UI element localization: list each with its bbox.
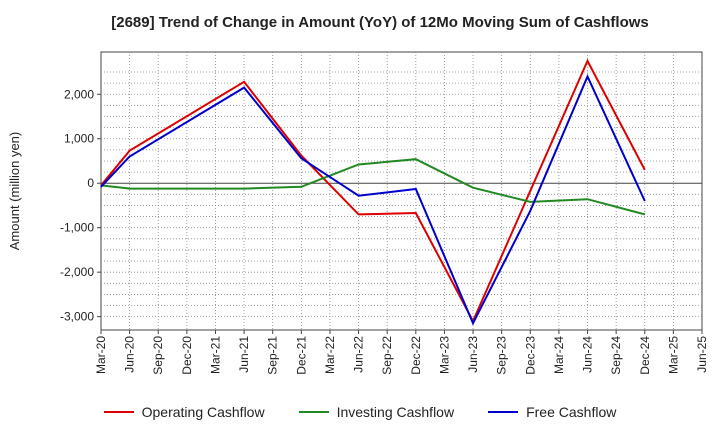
series-line-free-cashflow xyxy=(100,74,646,326)
x-tick-label: Dec-21 xyxy=(294,336,308,375)
legend-swatch-investing xyxy=(298,411,329,413)
x-tick-label: Mar-20 xyxy=(94,336,108,374)
x-tick-label: Dec-23 xyxy=(523,336,537,375)
legend-swatch-free xyxy=(488,411,519,413)
legend-label-free: Free Cashflow xyxy=(526,404,617,420)
legend-label-operating: Operating Cashflow xyxy=(141,404,265,420)
x-tick-label: Jun-21 xyxy=(237,336,251,373)
x-tick-label: Sep-24 xyxy=(609,336,623,375)
series-line-operating-cashflow xyxy=(100,58,646,324)
y-tick-label: -1,000 xyxy=(60,221,94,235)
x-tick-label: Jun-20 xyxy=(123,336,137,373)
x-tick-label: Mar-22 xyxy=(323,336,337,374)
series-line-investing-cashflow xyxy=(100,158,646,216)
x-tick-label: Jun-24 xyxy=(581,336,595,373)
legend-item-operating: Operating Cashflow xyxy=(103,404,265,420)
legend-swatch-operating xyxy=(103,411,134,413)
x-tick-label: Dec-22 xyxy=(409,336,423,375)
chart-title: [2689] Trend of Change in Amount (YoY) o… xyxy=(111,14,649,31)
y-tick-label: -2,000 xyxy=(60,265,94,279)
y-axis-label: Amount (million yen) xyxy=(7,132,22,251)
x-tick-label: Mar-24 xyxy=(552,336,566,374)
x-tick-label: Mar-25 xyxy=(666,336,680,374)
x-tick-label: Mar-23 xyxy=(437,336,451,374)
x-tick-label: Sep-20 xyxy=(151,336,165,375)
x-tick-label: Sep-23 xyxy=(495,336,509,375)
legend-item-investing: Investing Cashflow xyxy=(298,404,455,420)
x-tick-label: Dec-24 xyxy=(638,336,652,375)
y-tick-label: 0 xyxy=(87,176,94,190)
y-tick-label: 1,000 xyxy=(64,132,94,146)
y-tick-label: -3,000 xyxy=(60,310,94,324)
x-tick-label: Jun-22 xyxy=(352,336,366,373)
x-tick-label: Sep-21 xyxy=(266,336,280,375)
legend-label-investing: Investing Cashflow xyxy=(336,404,455,420)
x-tick-label: Sep-22 xyxy=(380,336,394,375)
x-tick-label: Mar-21 xyxy=(208,336,222,374)
y-tick-label: 2,000 xyxy=(64,87,94,101)
legend-item-free: Free Cashflow xyxy=(488,404,616,420)
x-tick-label: Dec-20 xyxy=(180,336,194,375)
x-tick-label: Jun-25 xyxy=(695,336,709,373)
legend: Operating Cashflow Investing Cashflow Fr… xyxy=(0,404,720,420)
x-tick-label: Jun-23 xyxy=(466,336,480,373)
